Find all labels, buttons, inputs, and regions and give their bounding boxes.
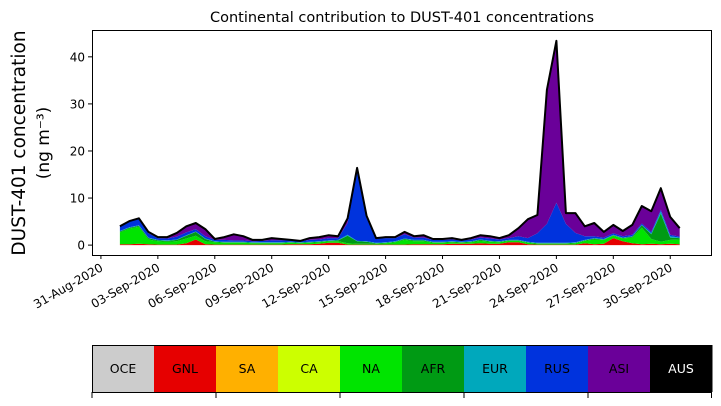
legend-label-eur: EUR bbox=[482, 361, 508, 376]
legend-swatch-na bbox=[340, 345, 403, 392]
y-tick-label: 30 bbox=[70, 97, 85, 111]
legend-swatch-oce bbox=[92, 345, 155, 392]
x-axis: 31-Aug-202003-Sep-202006-Sep-202009-Sep-… bbox=[31, 255, 675, 311]
legend-swatch-aus bbox=[650, 345, 713, 392]
y-tick-label: 20 bbox=[70, 144, 85, 158]
legend-swatch-eur bbox=[464, 345, 527, 392]
legend-label-sa: SA bbox=[239, 361, 256, 376]
y-axis-label-line2: (ng m⁻³) bbox=[34, 107, 54, 180]
legend-swatch-gnl bbox=[154, 345, 217, 392]
plot-frame bbox=[92, 30, 712, 256]
total-line bbox=[119, 39, 681, 242]
legend-label-afr: AFR bbox=[421, 361, 446, 376]
legend-label-oce: OCE bbox=[110, 361, 137, 376]
y-axis-label-line1: DUST-401 concentration bbox=[9, 30, 30, 255]
legend-frame bbox=[92, 345, 712, 393]
y-axis-label: DUST-401 concentration (ng m⁻³) bbox=[9, 30, 54, 255]
legend-swatch-afr bbox=[402, 345, 465, 392]
legend-label-aus: AUS bbox=[668, 361, 694, 376]
legend-swatch-rus bbox=[526, 345, 589, 392]
legend-colorbar: OCE GNL SA CA NA AFR EUR RUS ASI AUS bbox=[91, 345, 713, 398]
y-tick-label: 40 bbox=[70, 50, 85, 64]
area-layers bbox=[119, 39, 681, 246]
y-tick-label: 0 bbox=[77, 239, 85, 253]
legend-label-rus: RUS bbox=[544, 361, 570, 376]
legend-label-asi: ASI bbox=[609, 361, 629, 376]
area-na bbox=[119, 226, 680, 245]
legend-swatch-sa bbox=[216, 345, 279, 392]
area-aus bbox=[119, 40, 680, 241]
area-gnl bbox=[119, 238, 680, 246]
y-tick-label: 10 bbox=[70, 192, 85, 206]
chart-title: Continental contribution to DUST-401 con… bbox=[210, 10, 594, 26]
area-afr bbox=[119, 213, 680, 244]
legend-label-gnl: GNL bbox=[172, 361, 198, 376]
legend-label-ca: CA bbox=[300, 361, 318, 376]
area-asi bbox=[119, 40, 680, 242]
legend-swatch-ca bbox=[278, 345, 341, 392]
y-axis: 0 10 20 30 40 bbox=[70, 50, 92, 253]
legend-swatch-asi bbox=[588, 345, 651, 392]
legend-label-na: NA bbox=[362, 361, 380, 376]
